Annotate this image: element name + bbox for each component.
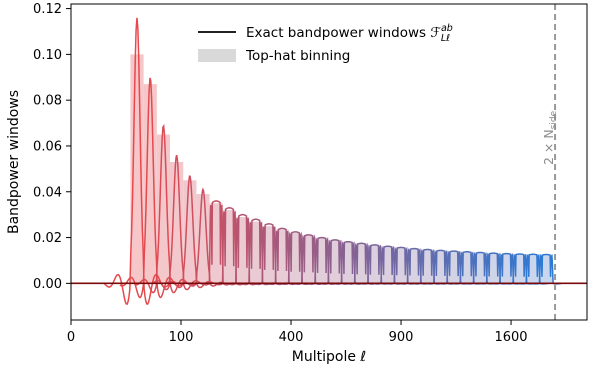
tophat-bar	[143, 84, 157, 284]
window-curve	[225, 213, 260, 286]
y-tick-label: 0.10	[33, 48, 62, 63]
y-tick-label: 0.08	[33, 94, 62, 109]
nside-marker-sub: side	[549, 110, 559, 129]
legend-exact-label: Exact bandpower windows ℱab Lℓ	[246, 23, 453, 44]
nside-marker-text: 2 × N	[541, 129, 556, 165]
window-curve	[151, 154, 205, 291]
window-curve	[251, 223, 287, 286]
y-tick-label: 0.12	[33, 2, 62, 17]
legend-patch-swatch	[198, 49, 236, 62]
tophat-bar	[183, 180, 197, 284]
legend: Exact bandpower windows ℱab Lℓ Top-hat bi…	[198, 23, 453, 64]
y-axis: 0.00 0.02 0.04 0.06 0.08 0.10 0.12	[33, 2, 71, 292]
x-tick-label: 0	[67, 330, 75, 345]
y-tick-label: 0.00	[33, 277, 62, 292]
legend-exact-text: Exact bandpower windows ℱ	[246, 25, 441, 41]
x-tick-label: 400	[279, 330, 304, 345]
legend-exact-sup: ab	[441, 23, 453, 34]
y-tick-label: 0.02	[33, 231, 62, 246]
x-axis-label: Multipole ℓ	[292, 349, 366, 365]
y-tick-label: 0.04	[33, 185, 62, 200]
tophat-bar	[196, 194, 210, 284]
x-axis: 0 100 400 900 1600	[67, 320, 528, 345]
x-tick-label: 100	[169, 330, 194, 345]
window-curve	[278, 231, 313, 286]
y-axis-label: Bandpower windows	[6, 90, 22, 234]
window-curve	[212, 207, 247, 286]
y-tick-label: 0.06	[33, 139, 62, 154]
window-curve	[238, 218, 274, 286]
window-curve	[264, 227, 300, 286]
tophat-bar	[170, 162, 184, 284]
x-tick-label: 900	[389, 330, 414, 345]
legend-tophat-label: Top-hat binning	[245, 48, 350, 64]
x-tick-label: 1600	[494, 330, 527, 345]
tophat-bar	[156, 134, 171, 284]
legend-exact-sub: Lℓ	[441, 33, 450, 44]
window-curve	[135, 123, 195, 294]
plot-frame	[70, 3, 588, 321]
window-curve	[198, 200, 234, 286]
nside-marker-label: 2 × Nside	[541, 110, 559, 165]
